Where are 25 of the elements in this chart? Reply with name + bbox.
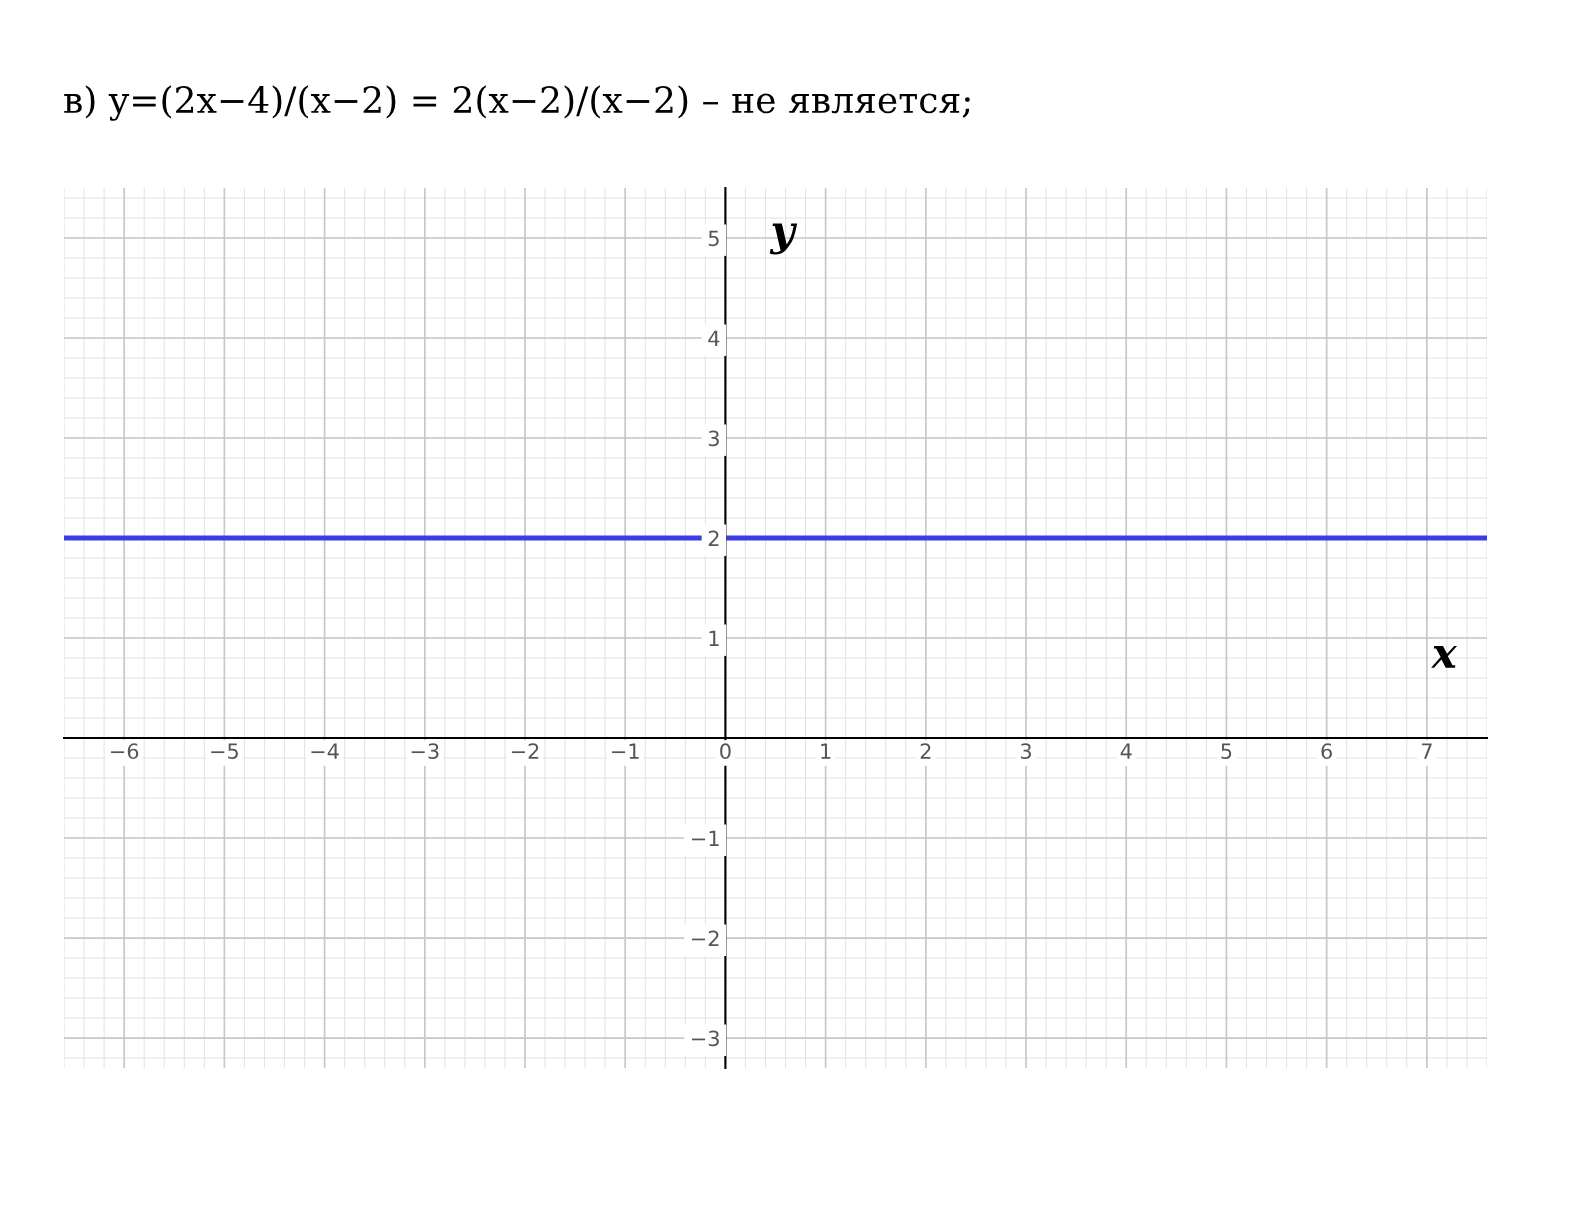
y-tick-label: 2 [708,530,719,546]
x-tick-label: −4 [311,743,339,759]
x-tick-label: −3 [411,743,439,760]
x-tick-label: −6 [111,743,139,760]
x-tick-label: 4 [1120,743,1132,759]
y-tick-label: −2 [692,930,719,946]
x-tick-label: 1 [821,743,831,759]
y-tick-label: −1 [692,830,719,846]
x-tick-label: 2 [920,743,931,759]
y-axis-title: y [769,223,798,255]
x-tick-label: −5 [211,743,238,760]
y-tick-label: 5 [708,230,719,247]
x-tick-label: 5 [1221,743,1232,760]
x-tick-label: 7 [1421,743,1432,759]
x-axis-title: x [1431,646,1458,668]
x-tick-label: 6 [1321,743,1332,760]
x-tick-label: 3 [1020,743,1031,760]
y-tick-label: 3 [708,430,719,447]
chart-title: в) y=(2x−4)/(x−2) = 2(x−2)/(x−2) – не является; [64,85,970,121]
y-tick-label: 1 [709,630,719,646]
x-tick-label: −2 [511,743,539,759]
x-tick-label: 0 [720,743,731,760]
y-tick-label: −3 [692,1030,719,1047]
x-tick-label: −1 [612,743,639,759]
y-tick-label: 4 [708,330,720,346]
